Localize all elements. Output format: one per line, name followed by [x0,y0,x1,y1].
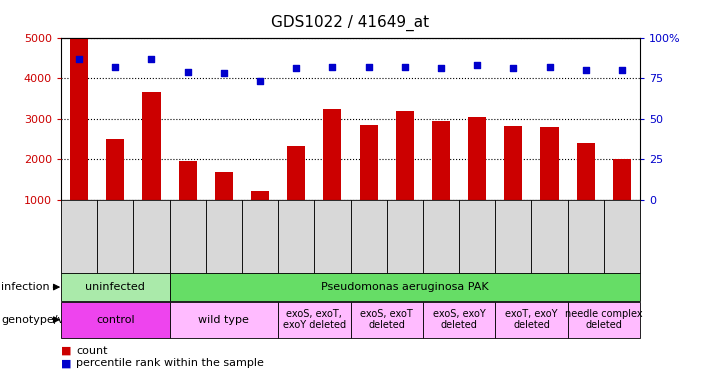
Point [327,64,338,70]
Text: exoT, exoY
deleted: exoT, exoY deleted [505,309,558,330]
Bar [323,108,341,200]
Text: ■: ■ [61,345,72,355]
Point [508,65,519,71]
Bar [468,117,486,200]
Bar [360,125,378,200]
Text: Pseudomonas aeruginosa PAK: Pseudomonas aeruginosa PAK [321,282,489,292]
Text: wild type: wild type [198,315,250,325]
Bar [432,121,450,200]
Point [291,65,302,71]
Bar [142,92,161,200]
Bar [287,146,305,200]
Point [616,67,627,73]
Bar [70,38,88,200]
Bar [215,172,233,200]
Text: count: count [76,345,108,355]
Bar [107,139,124,200]
Point [218,70,229,76]
Point [109,64,121,70]
Text: ■: ■ [61,358,72,368]
Point [399,64,410,70]
Text: genotype/variation: genotype/variation [1,315,107,325]
Point [472,62,483,68]
Bar [179,161,197,200]
Text: control: control [96,315,135,325]
Point [74,56,85,62]
Text: needle complex
deleted: needle complex deleted [565,309,643,330]
Point [363,64,374,70]
Bar [504,126,522,200]
Text: exoS, exoT,
exoY deleted: exoS, exoT, exoY deleted [283,309,346,330]
Bar [396,111,414,200]
Bar [540,127,559,200]
Bar [577,143,594,200]
Point [254,78,266,84]
Text: GDS1022 / 41649_at: GDS1022 / 41649_at [271,15,430,31]
Point [435,65,447,71]
Text: uninfected: uninfected [86,282,145,292]
Text: percentile rank within the sample: percentile rank within the sample [76,358,264,368]
Text: exoS, exoY
deleted: exoS, exoY deleted [433,309,485,330]
Bar [613,159,631,200]
Point [146,56,157,62]
Point [182,69,193,75]
Text: infection: infection [1,282,50,292]
Point [544,64,555,70]
Text: exoS, exoT
deleted: exoS, exoT deleted [360,309,413,330]
Bar [251,190,269,200]
Point [580,67,592,73]
